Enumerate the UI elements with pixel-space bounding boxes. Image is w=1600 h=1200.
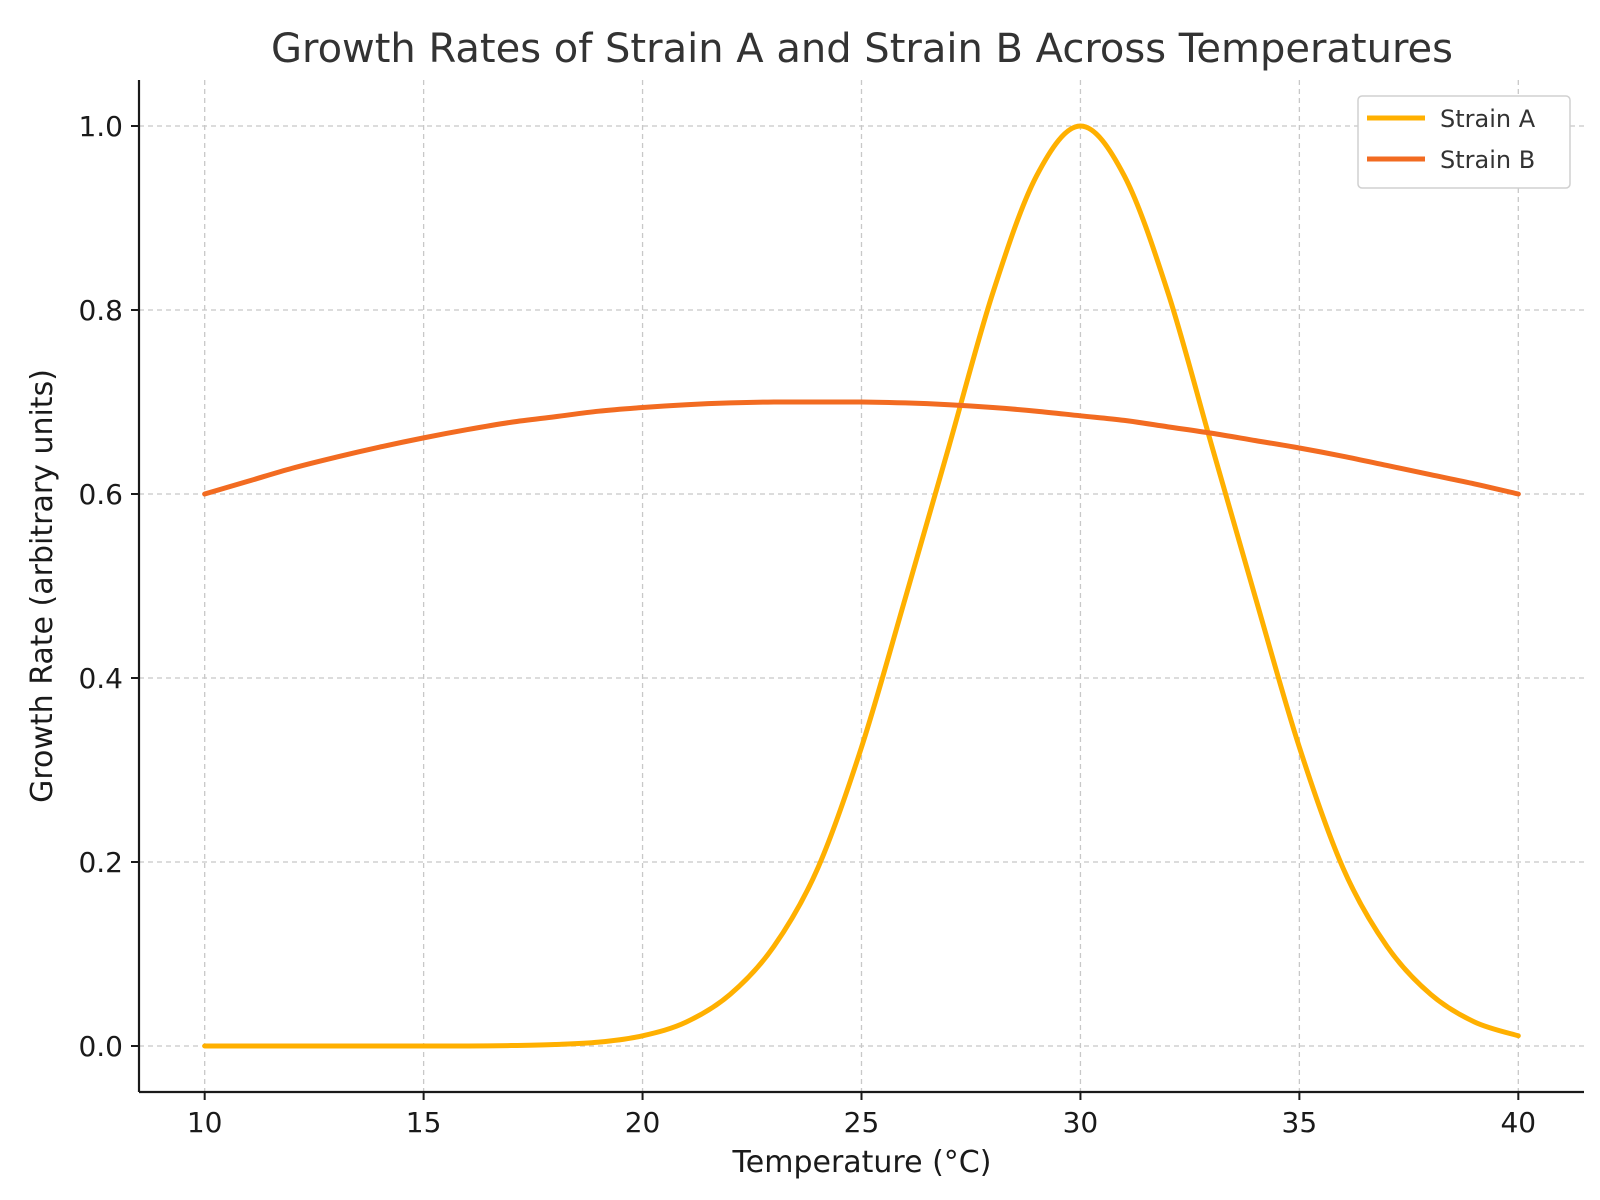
legend-label-strain-b: Strain B (1440, 146, 1535, 174)
legend-label-strain-a: Strain A (1440, 105, 1536, 133)
x-axis-label: Temperature (°C) (732, 1145, 992, 1180)
chart-title: Growth Rates of Strain A and Strain B Ac… (271, 26, 1453, 72)
x-tick-label: 10 (187, 1106, 223, 1139)
y-tick-label: 0.8 (78, 294, 123, 327)
x-tick-label: 40 (1500, 1106, 1536, 1139)
legend: Strain A Strain B (1357, 95, 1571, 189)
gridlines (139, 80, 1584, 1092)
y-tick-label: 0.2 (78, 846, 123, 879)
x-tick-label: 15 (406, 1106, 442, 1139)
y-tick-label: 0.0 (78, 1030, 123, 1063)
x-ticks: 10 15 20 25 30 35 40 (187, 1092, 1536, 1139)
series-lines (202, 123, 1521, 1049)
y-tick-label: 1.0 (78, 110, 123, 143)
x-tick-label: 30 (1063, 1106, 1099, 1139)
y-tick-label: 0.6 (78, 478, 123, 511)
y-ticks: 0.0 0.2 0.4 0.6 0.8 1.0 (78, 110, 139, 1063)
y-axis-label: Growth Rate (arbitrary units) (25, 369, 60, 803)
series-line-strain-a (202, 123, 1521, 1049)
series-line-strain-b (202, 399, 1521, 497)
x-tick-label: 25 (844, 1106, 880, 1139)
x-tick-label: 20 (625, 1106, 661, 1139)
x-tick-label: 35 (1282, 1106, 1318, 1139)
y-tick-label: 0.4 (78, 662, 123, 695)
